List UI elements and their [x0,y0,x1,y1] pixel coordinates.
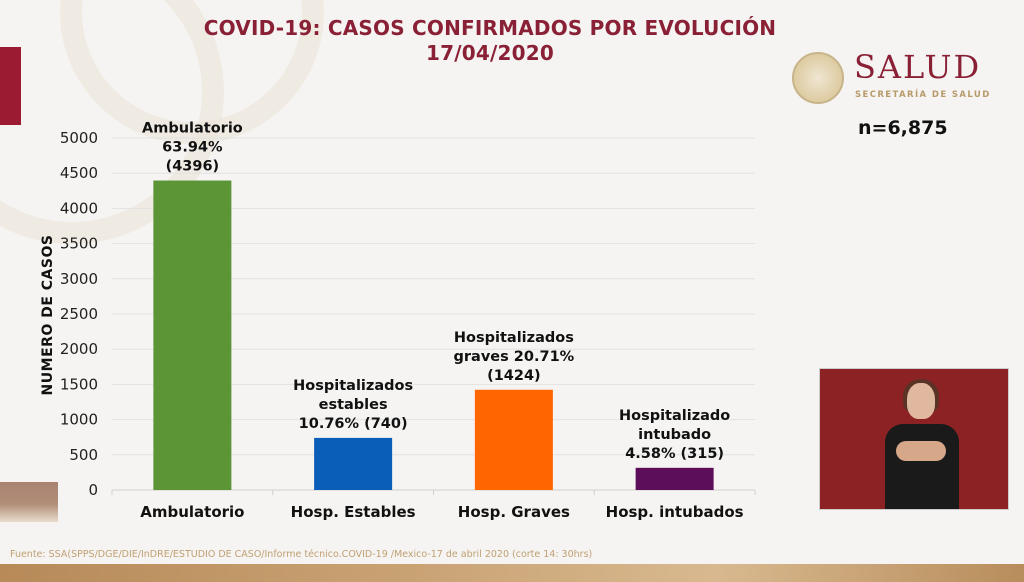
data-label-line: Ambulatorio [142,121,243,137]
title-line-2: 17/04/2020 [426,41,554,65]
data-label-line: 63.94% [162,140,223,156]
interpreter-body [885,424,959,509]
y-tick-label: 2000 [60,340,98,358]
footer-band [0,564,1024,582]
y-tick-label: 4000 [60,199,98,217]
y-axis-ticks: 0 500 1000 1500 2000 2500 3000 3500 4000 4500 5000 [60,129,98,499]
historical-figures-image [0,482,58,522]
data-label-line: graves 20.71% [454,349,575,365]
data-label-line: 4.58% (315) [625,446,724,462]
y-tick-label: 4500 [60,164,98,182]
category-labels: Ambulatorio Hosp. Estables Hosp. Graves Hos… [140,503,743,521]
y-tick-label: 5000 [60,129,98,147]
bars [153,180,714,490]
logo-wordmark: SALUD [854,48,982,86]
x-tick-label: Ambulatorio [140,503,244,521]
source-footnote: Fuente: SSA(SPPS/DGE/DIE/InDRE/ESTUDIO D… [10,549,593,560]
x-tick-label: Hosp. intubados [606,503,744,521]
x-tick-label: Hosp. Graves [458,503,570,521]
title-line-1: COVID-19: CASOS CONFIRMADOS POR EVOLUCIÓ… [203,16,777,40]
data-label-line: Hospitalizado [619,408,730,424]
bar-ambulatorio [153,180,232,490]
national-seal-icon [792,52,844,104]
data-label-line: estables [319,397,388,413]
data-label-line: Hospitalizados [454,330,574,346]
x-tick-label: Hosp. Estables [291,503,416,521]
y-tick-label: 3000 [60,270,98,288]
data-label-line: Hospitalizados [293,378,413,394]
interpreter-hands [896,441,946,461]
data-label-line: (1424) [487,368,541,384]
y-tick-label: 1000 [60,411,98,429]
y-tick-label: 3500 [60,235,98,253]
y-tick-label: 2500 [60,305,98,323]
logo-subtitle: SECRETARÍA DE SALUD [855,90,991,100]
data-label-line: intubado [638,427,711,443]
red-accent-tab [0,47,21,125]
interpreter-video [819,368,1009,510]
bar-hosp-intubados [635,467,714,490]
y-tick-label: 0 [88,481,98,499]
bar-hosp-estables [314,437,393,490]
y-tick-label: 500 [69,446,98,464]
salud-logo: SALUD SECRETARÍA DE SALUD [792,48,1012,110]
y-axis-label: NUMERO DE CASOS [40,235,56,396]
data-labels: Ambulatorio 63.94% (4396) Hospitalizados est… [142,121,730,462]
interpreter-head [907,383,935,419]
page-title: COVID-19: CASOS CONFIRMADOS POR EVOLUCIÓ… [150,16,830,66]
data-label-line: (4396) [166,159,220,175]
y-tick-label: 1500 [60,375,98,393]
sample-size-label: n=6,875 [858,117,948,139]
bar-hosp-graves [474,389,553,490]
data-label-line: 10.76% (740) [299,416,408,432]
